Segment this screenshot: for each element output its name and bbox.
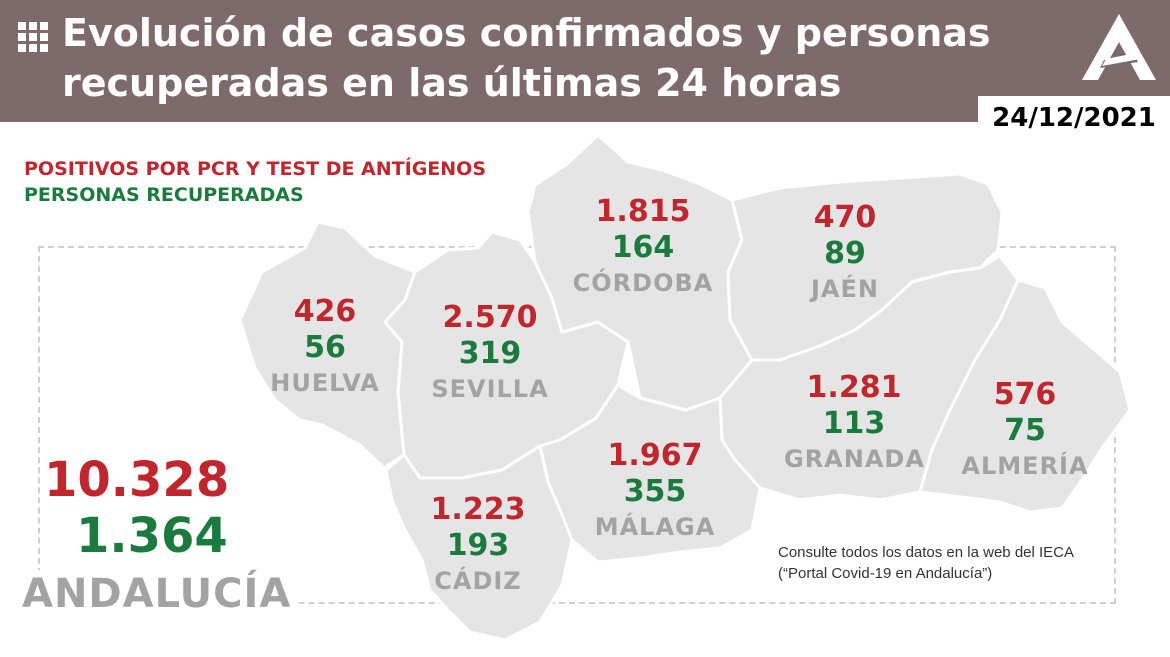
- malaga-recovered: 355: [623, 474, 687, 509]
- huelva-label: HUELVA: [270, 369, 380, 397]
- jaen-positives: 470: [813, 200, 877, 235]
- almeria-recovered: 75: [1004, 413, 1046, 448]
- malaga-label: MÁLAGA: [594, 513, 716, 541]
- province-cadiz: 1.223 193 CÁDIZ: [398, 492, 558, 598]
- almeria-positives: 576: [993, 377, 1057, 412]
- cordoba-label: CÓRDOBA: [572, 269, 714, 297]
- sevilla-recovered: 319: [458, 336, 522, 371]
- province-granada: 1.281 113 GRANADA: [784, 370, 924, 476]
- legend-recovered: PERSONAS RECUPERADAS: [24, 184, 304, 206]
- junta-andalucia-logo-icon: [1082, 14, 1156, 80]
- date-label: 24/12/2021: [978, 96, 1170, 140]
- province-almeria: 576 75 ALMERÍA: [960, 377, 1090, 483]
- huelva-recovered: 56: [304, 330, 346, 365]
- region-label: ANDALUCÍA: [14, 570, 300, 618]
- huelva-positives: 426: [293, 294, 357, 329]
- province-jaen: 470 89 JAÉN: [790, 200, 900, 306]
- province-shape-almeria: [918, 278, 1132, 514]
- sevilla-positives: 2.570: [442, 300, 538, 335]
- granada-recovered: 113: [822, 406, 886, 441]
- province-malaga: 1.967 355 MÁLAGA: [585, 438, 725, 544]
- province-sevilla: 2.570 319 SEVILLA: [420, 300, 560, 406]
- header-banner: Evolución de casos confirmados y persona…: [0, 0, 1170, 122]
- granada-positives: 1.281: [806, 370, 902, 405]
- jaen-recovered: 89: [824, 236, 866, 271]
- cadiz-label: CÁDIZ: [434, 567, 522, 595]
- cordoba-recovered: 164: [611, 230, 675, 265]
- total-positives: 10.328: [44, 452, 230, 508]
- page-title: Evolución de casos confirmados y persona…: [62, 11, 991, 105]
- footnote: Consulte todos los datos en la web del I…: [778, 544, 1074, 582]
- sevilla-label: SEVILLA: [431, 375, 549, 403]
- province-cordoba: 1.815 164 CÓRDOBA: [568, 194, 718, 300]
- province-shape-cadiz: [384, 444, 574, 642]
- total-recovered: 1.364: [76, 508, 228, 564]
- grid-icon: [18, 22, 48, 52]
- almeria-label: ALMERÍA: [961, 452, 1089, 480]
- cadiz-recovered: 193: [446, 528, 510, 563]
- cadiz-positives: 1.223: [430, 492, 526, 527]
- cordoba-positives: 1.815: [595, 194, 691, 229]
- legend: POSITIVOS POR PCR Y TEST DE ANTÍGENOS PE…: [24, 156, 486, 208]
- legend-positives: POSITIVOS POR PCR Y TEST DE ANTÍGENOS: [24, 158, 487, 180]
- province-huelva: 426 56 HUELVA: [270, 294, 380, 400]
- granada-label: GRANADA: [784, 445, 925, 473]
- jaen-label: JAÉN: [811, 275, 879, 303]
- malaga-positives: 1.967: [607, 438, 703, 473]
